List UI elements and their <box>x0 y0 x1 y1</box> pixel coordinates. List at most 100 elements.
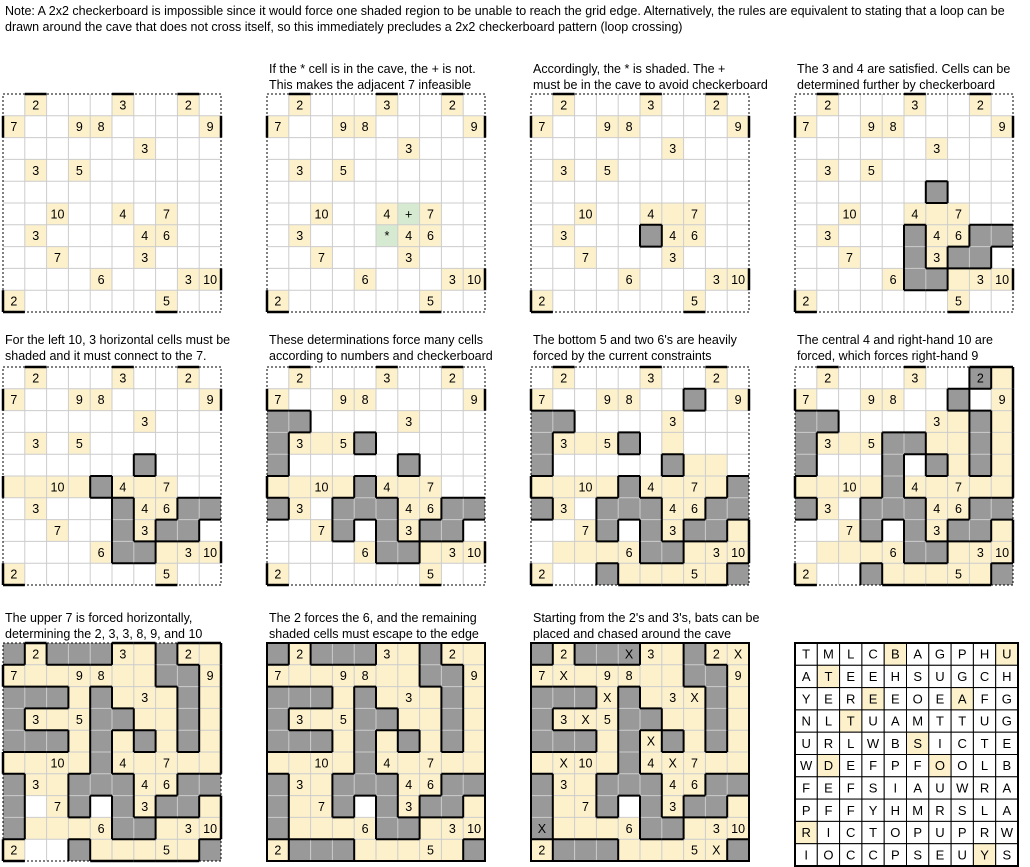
cave-cell <box>947 497 970 520</box>
cave-cell <box>969 541 992 564</box>
empty-cell <box>354 159 376 182</box>
empty-cell <box>199 137 221 160</box>
clue-number: 6 <box>98 822 105 836</box>
hint-mark: + <box>405 207 412 221</box>
cave-cell <box>683 839 706 861</box>
cave-cell <box>267 290 289 312</box>
clue-number: 7 <box>427 480 434 494</box>
cave-cell <box>24 497 47 520</box>
empty-cell <box>795 367 817 389</box>
cave-cell <box>727 817 749 840</box>
empty-cell <box>618 519 640 542</box>
letter: B <box>1003 758 1012 773</box>
empty-cell <box>991 246 1013 269</box>
cave-cell <box>177 643 200 665</box>
cave-cell <box>661 795 684 818</box>
empty-cell <box>332 563 355 585</box>
clue-number: 3 <box>405 142 412 156</box>
shaded-cell <box>640 541 662 564</box>
shaded-cell <box>3 708 25 731</box>
cave-cell <box>860 115 883 138</box>
empty-cell <box>177 224 200 247</box>
clue-number: 6 <box>163 502 170 516</box>
clue-number: 9 <box>999 120 1006 134</box>
cave-cell <box>332 664 355 687</box>
clue-number: 3 <box>32 778 39 792</box>
shaded-cell <box>727 497 749 520</box>
cave-cell <box>640 839 662 861</box>
shaded-cell <box>683 388 706 411</box>
shaded-cell <box>618 773 640 796</box>
cave-cell <box>882 563 904 585</box>
empty-cell <box>860 94 883 116</box>
clue-number: 5 <box>76 437 83 451</box>
empty-cell <box>574 410 597 433</box>
cave-cell <box>112 730 134 752</box>
empty-cell <box>133 203 156 225</box>
cave-cell <box>640 686 662 709</box>
empty-cell <box>795 159 817 182</box>
cave-cell <box>683 752 706 774</box>
clue-number: 3 <box>449 546 456 560</box>
cave-cell <box>68 664 91 687</box>
clue-number: 2 <box>296 98 303 112</box>
shaded-cell <box>332 497 355 520</box>
clue-number: 2 <box>10 295 17 309</box>
empty-cell <box>3 497 25 520</box>
cave-cell <box>288 94 311 116</box>
empty-cell <box>640 137 662 160</box>
empty-cell <box>90 246 112 269</box>
letter: A <box>913 780 922 795</box>
empty-cell <box>354 137 376 160</box>
clue-number: 9 <box>604 669 611 683</box>
cave-cell <box>683 708 706 731</box>
cave-cell <box>419 476 442 498</box>
clue-number: 4 <box>119 480 126 494</box>
letter: I <box>804 847 808 862</box>
clue-number: 7 <box>955 207 962 221</box>
empty-cell <box>24 563 47 585</box>
cave-cell <box>155 476 178 498</box>
clue-number: 5 <box>868 164 875 178</box>
shaded-cell <box>531 497 553 520</box>
clue-number: 3 <box>647 371 654 385</box>
cave-cell <box>574 541 597 564</box>
empty-cell <box>640 454 662 476</box>
empty-cell <box>463 159 485 182</box>
cave-cell <box>860 476 883 498</box>
cave-cell <box>419 224 442 247</box>
cave-cell <box>596 664 619 687</box>
cave-cell <box>376 730 398 752</box>
letter: C <box>846 847 855 862</box>
clue-number: 2 <box>32 371 39 385</box>
cave-cell <box>991 367 1013 389</box>
letter: I <box>938 736 942 751</box>
clue-number: 6 <box>691 229 698 243</box>
shaded-cell <box>640 708 662 731</box>
letter: A <box>802 669 811 684</box>
cave-cell <box>68 476 91 498</box>
clue-number: 2 <box>10 844 17 858</box>
empty-cell <box>376 181 398 203</box>
shaded-cell <box>552 730 575 752</box>
empty-cell <box>661 388 684 411</box>
cave-cell <box>661 497 684 520</box>
empty-cell <box>882 290 904 312</box>
clue-number: 3 <box>824 437 831 451</box>
cave-cell <box>3 290 25 312</box>
clue-number: 10 <box>315 756 329 770</box>
letter: O <box>935 758 945 773</box>
shaded-cell <box>795 432 817 455</box>
clue-number: 3 <box>32 502 39 516</box>
shaded-cell <box>267 686 289 709</box>
shaded-cell <box>376 708 398 731</box>
letter: A <box>913 647 922 662</box>
empty-cell <box>3 367 25 389</box>
letter: U <box>935 669 944 684</box>
cave-cell <box>947 563 970 585</box>
empty-cell <box>419 410 442 433</box>
panel-caption: The 2 forces the 6, and the remaining sh… <box>269 611 479 641</box>
clue-number: 6 <box>626 273 633 287</box>
empty-cell <box>376 432 398 455</box>
empty-cell <box>463 203 485 225</box>
